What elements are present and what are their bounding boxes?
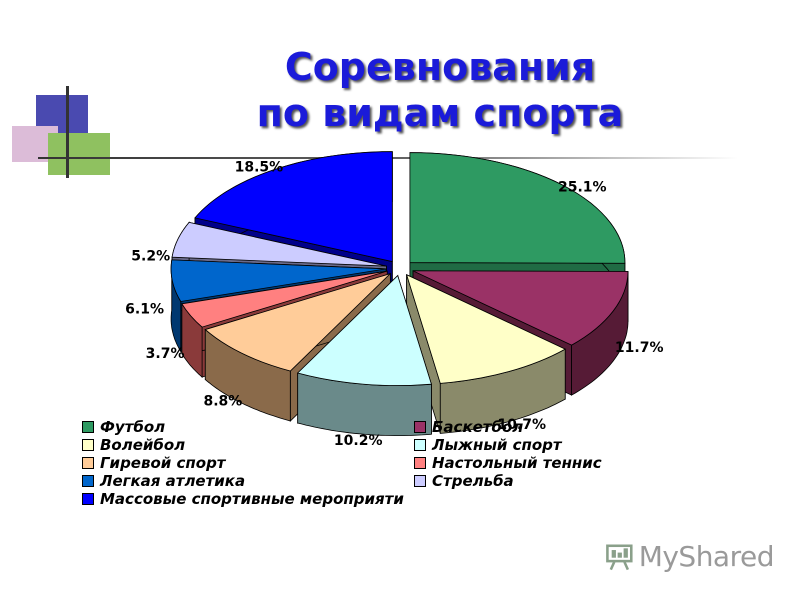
legend-swatch [414, 439, 426, 451]
data-label-1: 11.7% [615, 340, 664, 356]
title-line-2: по видам спорта [256, 91, 624, 135]
pie-slice-top [171, 221, 387, 267]
legend-swatch [82, 439, 94, 451]
decor-vertical-line [66, 86, 69, 178]
legend-swatch [414, 421, 426, 433]
title-line-1: Соревнования [284, 45, 596, 89]
data-label-6: 6.1% [125, 302, 164, 318]
pie-slice-top [296, 274, 432, 386]
page-title: Соревнования по видам спорта [200, 44, 680, 136]
legend-swatch [414, 457, 426, 469]
data-label-0: 25.1% [558, 179, 607, 195]
legend-label: Лыжный спорт [432, 436, 562, 454]
pie-slice-top [181, 270, 388, 328]
data-label-7: 5.2% [131, 249, 170, 265]
legend-label: Массовые спортивные мероприяти [100, 490, 404, 508]
pie-slice-3 [296, 274, 432, 436]
pie-slice-top [405, 274, 567, 384]
pie-slice-2 [405, 274, 567, 434]
data-label-2: 10.7% [497, 417, 546, 433]
pie-slice-top [412, 270, 629, 346]
legend-item-8: Массовые спортивные мероприяти [82, 490, 642, 508]
legend-swatch [82, 475, 94, 487]
legend-swatch [82, 421, 94, 433]
legend-item-2: Волейбол [82, 436, 414, 454]
legend-label: Баскетбол [432, 418, 524, 436]
data-label-3: 10.2% [334, 433, 383, 449]
legend-label: Гиревой спорт [100, 454, 226, 472]
legend-label: Настольный теннис [432, 454, 602, 472]
legend-item-3: Лыжный спорт [414, 436, 642, 454]
legend: Футбол Баскетбол Волейбол Лыжный спорт Гирев… [82, 418, 642, 508]
legend-swatch [82, 457, 94, 469]
pie-slice-top [194, 151, 393, 263]
legend-swatch [82, 493, 94, 505]
pie-slice-top [170, 259, 387, 302]
data-label-4: 8.8% [203, 394, 242, 410]
logo: MyShared [604, 536, 775, 576]
legend-item-6: Легкая атлетика [82, 472, 414, 490]
legend-swatch [414, 475, 426, 487]
presentation-board-icon [606, 544, 633, 571]
legend-label: Футбол [100, 418, 166, 436]
decor-square-green [48, 133, 110, 175]
pie-slice-top [409, 152, 626, 264]
data-label-5: 3.7% [146, 346, 185, 362]
logo-text: MyShared [638, 539, 775, 573]
legend-item-5: Настольный теннис [414, 454, 642, 472]
legend-item-7: Стрельба [414, 472, 642, 490]
data-label-8: 18.5% [235, 160, 284, 176]
legend-item-0: Футбол [82, 418, 414, 436]
legend-item-1: Баскетбол [414, 418, 642, 436]
legend-item-4: Гиревой спорт [82, 454, 414, 472]
legend-label: Стрельба [432, 472, 514, 490]
legend-label: Волейбол [100, 436, 186, 454]
pie-slice-top [204, 273, 391, 372]
legend-label: Легкая атлетика [100, 472, 246, 490]
